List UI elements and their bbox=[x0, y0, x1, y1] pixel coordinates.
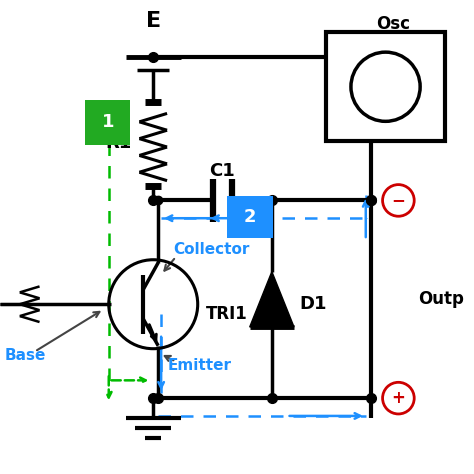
Text: C1: C1 bbox=[210, 162, 235, 180]
Bar bbox=[326, 32, 445, 141]
Text: Collector: Collector bbox=[173, 242, 249, 257]
Text: R1: R1 bbox=[105, 134, 131, 152]
Text: 2: 2 bbox=[244, 208, 256, 226]
Text: +: + bbox=[392, 389, 405, 407]
Text: D1: D1 bbox=[300, 295, 327, 313]
Text: Outp: Outp bbox=[418, 290, 464, 308]
Text: TRI1: TRI1 bbox=[206, 305, 247, 323]
Text: Emitter: Emitter bbox=[168, 358, 232, 373]
Text: Osc: Osc bbox=[376, 16, 410, 34]
FancyBboxPatch shape bbox=[85, 100, 130, 145]
Text: Base: Base bbox=[5, 348, 46, 363]
Text: 1: 1 bbox=[101, 113, 114, 131]
FancyBboxPatch shape bbox=[228, 196, 273, 238]
Text: −: − bbox=[392, 191, 405, 210]
Text: E: E bbox=[146, 10, 161, 30]
Polygon shape bbox=[250, 272, 294, 327]
